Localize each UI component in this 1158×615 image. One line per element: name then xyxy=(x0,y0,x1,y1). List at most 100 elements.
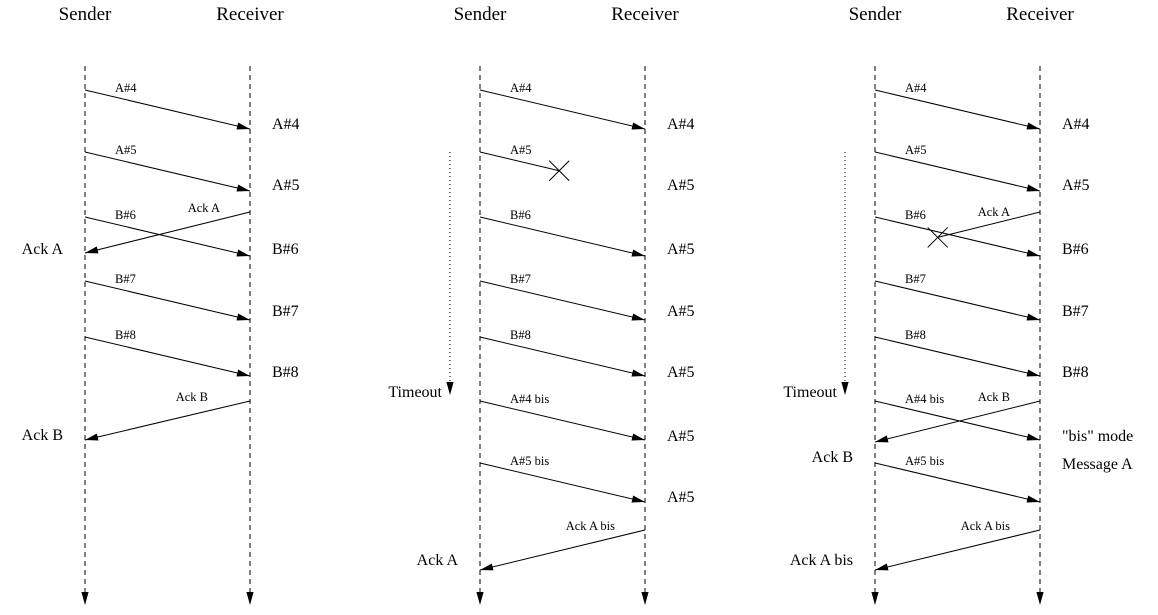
message-arrow xyxy=(84,211,251,254)
message-label: Ack A bis xyxy=(566,519,615,533)
sender-header: Sender xyxy=(849,4,902,25)
sender-ack-label: Ack A xyxy=(417,552,459,569)
sender-header: Sender xyxy=(59,4,112,25)
receiver-state-label: B#8 xyxy=(272,364,299,381)
message-label: Ack B xyxy=(978,390,1010,404)
message-label: A#4 xyxy=(510,81,532,95)
receiver-state-label: Message A xyxy=(1062,456,1133,473)
message-arrow xyxy=(479,151,560,172)
message-arrow xyxy=(84,89,251,130)
message-arrow xyxy=(479,336,646,377)
message-arrowhead xyxy=(631,249,645,257)
receiver-state-label: B#6 xyxy=(1062,241,1089,258)
message-label: Ack A bis xyxy=(961,519,1010,533)
receiver-state-label: B#8 xyxy=(1062,364,1089,381)
message-arrow xyxy=(84,151,251,192)
sender-lifeline-arrowhead xyxy=(871,592,879,605)
message-arrowhead xyxy=(1026,495,1040,503)
receiver-state-label: "bis" mode xyxy=(1062,428,1133,445)
message-arrowhead xyxy=(236,184,250,192)
timeout-label: Timeout xyxy=(783,384,837,401)
message-label: B#8 xyxy=(510,328,531,342)
message-label: Ack A xyxy=(978,205,1010,219)
message-arrowhead xyxy=(1026,313,1040,321)
receiver-state-label: A#4 xyxy=(1062,116,1090,133)
receiver-state-label: A#5 xyxy=(667,241,695,258)
message-label: A#5 xyxy=(115,143,137,157)
lost-message-cross-icon xyxy=(927,227,949,248)
receiver-state-label: A#5 xyxy=(272,177,300,194)
receiver-state-label: B#7 xyxy=(272,303,299,320)
receiver-header: Receiver xyxy=(216,4,284,25)
message-arrow xyxy=(874,400,1041,443)
sender-header: Sender xyxy=(454,4,507,25)
message-arrow xyxy=(874,400,1041,441)
message-label: B#8 xyxy=(905,328,926,342)
message-arrow xyxy=(479,89,646,130)
message-arrow xyxy=(84,400,251,441)
message-arrow xyxy=(874,336,1041,377)
message-arrow xyxy=(84,280,251,321)
message-label: A#4 xyxy=(905,81,927,95)
timeout-arrowhead xyxy=(841,382,849,395)
message-arrowhead xyxy=(236,313,250,321)
message-arrowhead xyxy=(236,122,250,130)
receiver-state-label: B#6 xyxy=(272,241,299,258)
message-arrowhead xyxy=(1026,249,1040,257)
message-arrowhead xyxy=(85,433,99,441)
message-arrow xyxy=(84,216,251,257)
message-label: B#7 xyxy=(905,272,926,286)
message-label: A#5 xyxy=(905,143,927,157)
message-arrowhead xyxy=(236,249,250,257)
sender-lifeline-arrowhead xyxy=(476,592,484,605)
message-label: B#7 xyxy=(115,272,136,286)
receiver-state-label: A#5 xyxy=(667,489,695,506)
message-arrowhead xyxy=(631,433,645,441)
message-arrowhead xyxy=(875,435,889,443)
message-arrowhead xyxy=(1026,184,1040,192)
message-label: B#8 xyxy=(115,328,136,342)
message-arrow xyxy=(874,529,1041,571)
message-arrowhead xyxy=(1026,122,1040,130)
message-label: B#7 xyxy=(510,272,531,286)
receiver-state-label: A#5 xyxy=(667,303,695,320)
message-arrow xyxy=(479,280,646,321)
message-arrowhead xyxy=(480,563,494,571)
sender-lifeline-arrowhead xyxy=(81,592,89,605)
sender-ack-label: Ack B xyxy=(22,427,63,444)
receiver-state-label: A#5 xyxy=(667,177,695,194)
message-arrow xyxy=(479,529,646,571)
message-label: A#5 bis xyxy=(905,454,944,468)
message-label: A#5 bis xyxy=(510,454,549,468)
message-label: B#6 xyxy=(905,208,926,222)
message-label: Ack A xyxy=(188,201,220,215)
message-arrow xyxy=(479,216,646,257)
message-arrowhead xyxy=(631,495,645,503)
message-arrow xyxy=(874,280,1041,321)
message-arrow xyxy=(874,89,1041,130)
receiver-state-label: A#5 xyxy=(667,364,695,381)
message-arrowhead xyxy=(631,313,645,321)
message-arrowhead xyxy=(631,122,645,130)
receiver-state-label: A#4 xyxy=(667,116,695,133)
receiver-state-label: A#4 xyxy=(272,116,300,133)
message-label: A#4 xyxy=(115,81,137,95)
message-label: A#4 bis xyxy=(905,392,944,406)
receiver-lifeline-arrowhead xyxy=(641,592,649,605)
receiver-state-label: A#5 xyxy=(1062,177,1090,194)
message-label: B#6 xyxy=(510,208,531,222)
message-arrow xyxy=(874,462,1041,503)
timeout-arrowhead xyxy=(446,382,454,395)
message-arrow xyxy=(937,211,1041,238)
timeout-label: Timeout xyxy=(388,384,442,401)
message-label: Ack B xyxy=(176,390,208,404)
sender-ack-label: Ack B xyxy=(812,449,853,466)
sender-ack-label: Ack A xyxy=(22,241,64,258)
message-arrow xyxy=(874,216,1041,257)
message-arrowhead xyxy=(236,369,250,377)
message-arrow xyxy=(874,151,1041,192)
message-arrowhead xyxy=(1026,369,1040,377)
receiver-lifeline-arrowhead xyxy=(246,592,254,605)
